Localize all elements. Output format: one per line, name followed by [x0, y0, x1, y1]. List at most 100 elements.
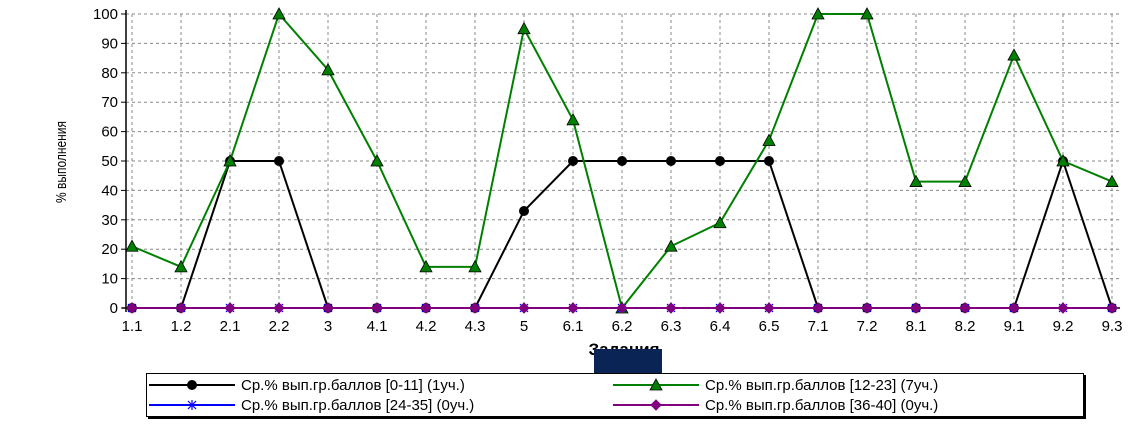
series-3-point	[910, 302, 922, 314]
series-3-point	[1008, 302, 1020, 314]
series-1-point	[811, 7, 825, 20]
series-3-point	[273, 302, 285, 314]
legend-item-0: Ср.% вып.гр.баллов [0-11] (1уч.)	[147, 375, 465, 395]
x-tick-label: 6.1	[563, 318, 584, 335]
series-1-point	[909, 174, 923, 187]
series-1-point	[1007, 48, 1021, 61]
series-1-point	[664, 239, 678, 252]
series-1-point	[517, 21, 531, 35]
y-tick-label: 40	[101, 182, 118, 199]
y-ticks: 0 10 20 30 40 50 60 70 80 90 100	[93, 6, 126, 317]
series-1-point	[713, 215, 727, 229]
series-3-point	[371, 302, 383, 314]
series-1-point	[958, 174, 972, 187]
y-tick-label: 20	[101, 241, 118, 258]
legend-label-1: Ср.% вып.гр.баллов [12-23] (7уч.)	[705, 376, 939, 394]
series-1-point	[468, 260, 482, 273]
series-3-point	[518, 302, 530, 314]
series-1-point	[272, 7, 286, 20]
x-tick-label: 6.4	[710, 318, 731, 335]
series-1-point	[1105, 174, 1119, 187]
series-group	[125, 7, 1119, 314]
x-ticks: 1.1 1.2 2.1 2.2 3 4.1 4.2 4.3 5 6.1 6.2 6.3 6.4 6.5 7.…	[122, 308, 1123, 335]
series-1-point	[860, 7, 874, 20]
y-tick-label: 100	[93, 6, 118, 23]
x-tick-label: 8.1	[906, 318, 927, 335]
series-3-point	[420, 302, 432, 314]
series-3	[126, 302, 1118, 314]
legend-item-1: Ср.% вып.гр.баллов [12-23] (7уч.)	[611, 375, 938, 395]
legend: Ср.% вып.гр.баллов [0-11] (1уч.) Ср.% вы…	[146, 373, 1084, 417]
series-0-point	[715, 156, 725, 166]
x-tick-label: 6.5	[759, 318, 780, 335]
series-1-point	[762, 133, 776, 146]
legend-label-2: Ср.% вып.гр.баллов [24-35] (0уч.)	[241, 396, 475, 414]
series-3-point	[469, 302, 481, 314]
series-0-point	[617, 156, 627, 166]
series-0-point	[274, 156, 284, 166]
y-tick-label: 0	[110, 300, 118, 317]
y-axis-label: % выполнения	[53, 121, 70, 203]
series-1-point	[125, 239, 139, 252]
series-1-point	[370, 154, 384, 167]
x-tick-label: 6.3	[661, 318, 682, 335]
legend-marker-0	[187, 380, 197, 390]
series-3-point	[224, 302, 236, 314]
y-tick-label: 10	[101, 271, 118, 288]
legend-label-3: Ср.% вып.гр.баллов [36-40] (0уч.)	[705, 396, 939, 414]
legend-item-2: Ср.% вып.гр.баллов [24-35] (0уч.)	[147, 395, 474, 415]
series-3-point	[812, 302, 824, 314]
series-0-point	[519, 205, 529, 216]
legend-marker-3	[650, 399, 662, 411]
legend-symbol-1	[613, 378, 699, 391]
x-tick-label: 4.3	[465, 318, 486, 335]
x-tick-label: 7.1	[808, 318, 829, 335]
series-3-point	[567, 302, 579, 314]
y-tick-label: 60	[101, 124, 118, 141]
legend-label-0: Ср.% вып.гр.баллов [0-11] (1уч.)	[241, 376, 465, 394]
series-3-point	[322, 302, 334, 314]
series-0-point	[764, 156, 774, 166]
series-3-point	[1057, 302, 1069, 314]
series-3-point	[126, 302, 138, 314]
series-1-point	[419, 260, 433, 273]
series-1-point	[321, 63, 335, 76]
x-tick-label: 4.1	[367, 318, 388, 335]
x-tick-label: 2.2	[269, 318, 290, 335]
legend-marker-1	[649, 378, 663, 391]
series-0-point	[666, 156, 676, 166]
x-tick-label: 7.2	[857, 318, 878, 335]
series-3-point	[665, 302, 677, 314]
y-tick-label: 70	[101, 94, 118, 111]
x-tick-label: 8.2	[955, 318, 976, 335]
series-3-point	[175, 302, 187, 314]
series-1-point	[1056, 154, 1070, 167]
series-1-point	[566, 113, 580, 126]
legend-symbol-3	[613, 399, 699, 411]
series-3-point	[714, 302, 726, 314]
x-tick-label: 5	[520, 318, 528, 335]
series-0-point	[568, 156, 578, 166]
legend-symbol-2	[149, 400, 235, 410]
x-tick-label: 4.2	[416, 318, 437, 335]
star-stroke	[187, 400, 197, 410]
legend-item-3: Ср.% вып.гр.баллов [36-40] (0уч.)	[611, 395, 938, 415]
y-tick-label: 80	[101, 65, 118, 82]
series-3-point	[959, 302, 971, 314]
x-tick-label: 6.2	[612, 318, 633, 335]
y-tick-label: 90	[101, 35, 118, 52]
x-tick-label: 2.1	[220, 318, 241, 335]
series-1-point	[174, 260, 188, 273]
series-1-point	[223, 154, 237, 167]
y-tick-label: 50	[101, 153, 118, 170]
x-tick-label: 9.3	[1102, 318, 1123, 335]
legend-symbol-0	[149, 380, 235, 390]
x-tick-label: 3	[324, 318, 332, 335]
series-3-point	[616, 302, 628, 314]
x-tick-label: 1.2	[171, 318, 192, 335]
series-3-point	[763, 302, 775, 314]
x-tick-label: 9.1	[1004, 318, 1025, 335]
x-tick-label: 9.2	[1053, 318, 1074, 335]
